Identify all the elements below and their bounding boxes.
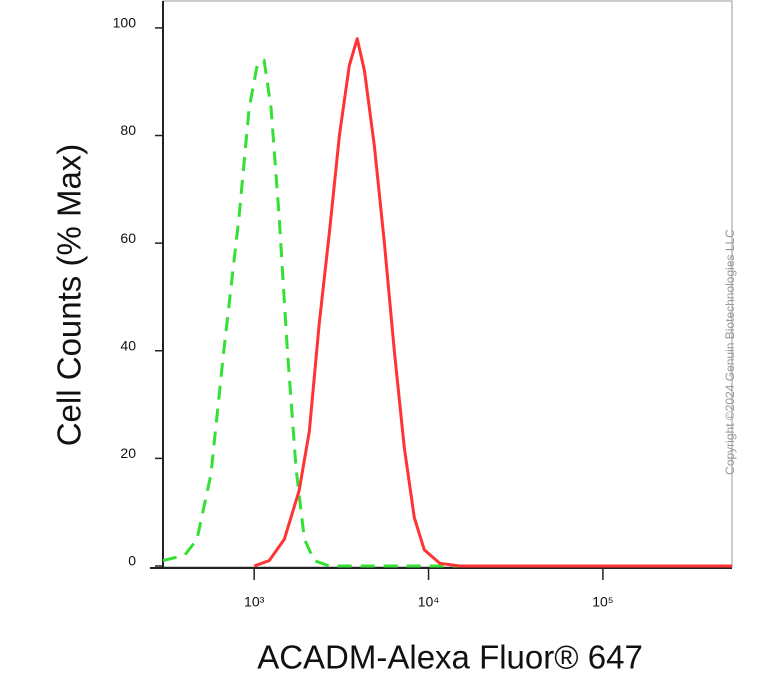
- plot-frame: [162, 0, 733, 568]
- y-tick-label: 60: [120, 230, 136, 246]
- copyright: Copyright ©2024 Genuin Biotechnologies L…: [723, 229, 737, 475]
- y-tick-label: 0: [128, 553, 136, 569]
- x-tick-label: 10⁴: [418, 594, 440, 610]
- y-axis-title: Cell Counts (% Max): [51, 144, 88, 447]
- x-axis-title: ACADM-Alexa Fluor® 647: [257, 639, 643, 676]
- x-tick-label: 10³: [244, 594, 265, 610]
- series-line: [162, 58, 732, 568]
- series-line: [253, 37, 732, 568]
- y-tick-label: 20: [120, 445, 136, 461]
- x-tick-label: 10⁵: [592, 594, 613, 610]
- y-tick-label: 40: [120, 337, 136, 353]
- y-tick-label: 80: [120, 122, 136, 138]
- y-tick-label: 100: [113, 15, 137, 31]
